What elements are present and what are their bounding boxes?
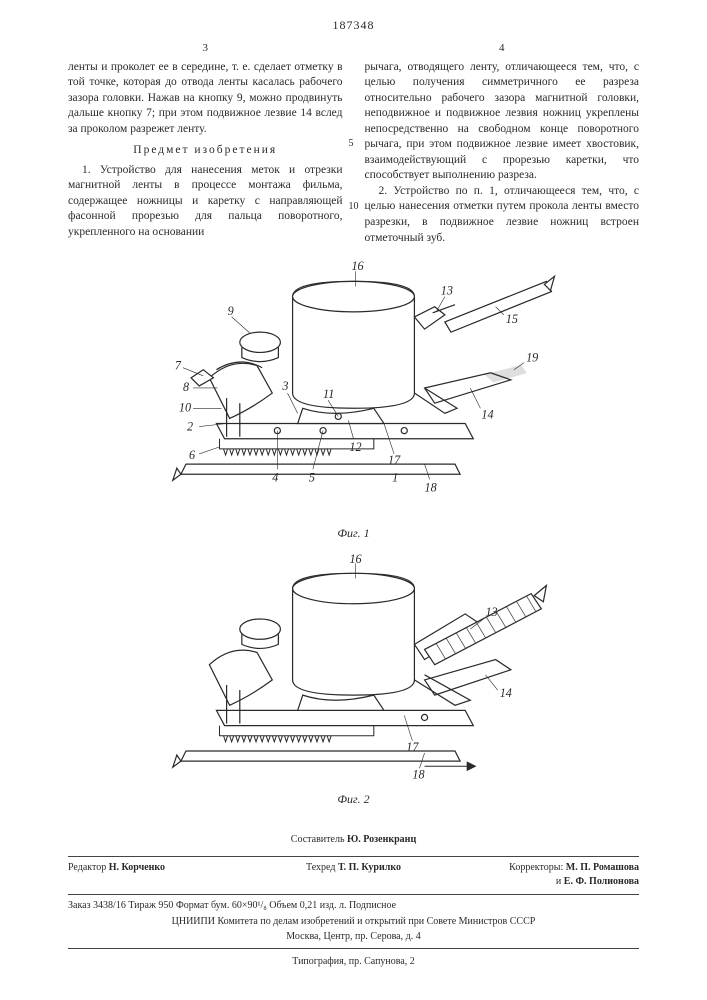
fig1-label-3: 3 <box>281 379 288 393</box>
fig1-label-10: 10 <box>179 400 191 414</box>
line-number: 5 <box>349 138 359 149</box>
fig1-label-13: 13 <box>441 284 453 298</box>
fig2-label-17: 17 <box>406 740 419 754</box>
fig1-label-19: 19 <box>526 351 538 365</box>
fig2-label-18: 18 <box>412 767 424 781</box>
fig1-label-16: 16 <box>351 259 364 273</box>
editor-block: Редактор Н. Корченко <box>68 861 258 888</box>
fig1-caption: Фиг. 1 <box>337 526 369 541</box>
subject-heading: Предмет изобретения <box>68 143 343 159</box>
compiler-label: Составитель <box>291 834 345 845</box>
tech-name: Т. П. Курилко <box>338 862 401 873</box>
imprint-line-1: Заказ 3438/16 Тираж 950 Формат бум. 60×9… <box>68 899 639 913</box>
compiler-name: Ю. Розенкранц <box>347 834 416 845</box>
imprint-line-3: Москва, Центр, пр. Серова, д. 4 <box>68 930 639 944</box>
fig1-label-1: 1 <box>392 470 398 484</box>
fig1-label-14: 14 <box>481 407 493 421</box>
fig1-label-7: 7 <box>175 359 182 373</box>
col-number-right: 4 <box>365 41 640 56</box>
col-number-left: 3 <box>68 41 343 56</box>
figure-2: 16 13 14 17 18 <box>120 553 587 787</box>
fig1-label-8: 8 <box>183 380 189 394</box>
proof-and: и <box>556 876 561 887</box>
proof-name-2: Е. Ф. Полионова <box>564 876 639 887</box>
left-column: 3 ленты и проколет ее в середине, т. е. … <box>68 41 343 246</box>
footer: Составитель Ю. Розенкранц Редактор Н. Ко… <box>68 833 639 969</box>
line-numbers: 5 10 <box>349 138 359 212</box>
editor-name: Н. Корченко <box>109 862 165 873</box>
fig2-label-13: 13 <box>485 605 497 619</box>
credits-row: Редактор Н. Корченко Техред Т. П. Курилк… <box>68 856 639 888</box>
imprint: Заказ 3438/16 Тираж 950 Формат бум. 60×9… <box>68 894 639 944</box>
left-paragraph-1: ленты и проколет ее в середине, т. е. сд… <box>68 60 343 138</box>
fig1-label-17: 17 <box>388 453 401 467</box>
fig2-label-16: 16 <box>349 553 362 566</box>
right-column: 4 рычага, отводящего ленту, отличающееся… <box>365 41 640 246</box>
tech-label: Техред <box>306 862 335 873</box>
fig1-label-12: 12 <box>349 440 361 454</box>
editor-label: Редактор <box>68 862 106 873</box>
figures-block: 9 7 8 10 2 6 4 5 16 13 15 14 19 17 12 11… <box>0 246 707 821</box>
typography-line: Типография, пр. Сапунова, 2 <box>68 955 639 969</box>
proof-label: Корректоры: <box>509 862 563 873</box>
line-number: 10 <box>349 201 359 212</box>
fig2-caption: Фиг. 2 <box>337 792 369 807</box>
tech-block: Техред Т. П. Курилко <box>258 861 448 888</box>
fig1-label-4: 4 <box>272 470 278 484</box>
fig1-label-15: 15 <box>506 312 518 326</box>
fig1-label-6: 6 <box>189 448 196 462</box>
claim-1: 1. Устройство для нанесения меток и отре… <box>68 163 343 241</box>
claim-2: 2. Устройство по п. 1, отличающееся тем,… <box>365 184 640 246</box>
proof-name-1: М. П. Ромашова <box>566 862 639 873</box>
figure-1: 9 7 8 10 2 6 4 5 16 13 15 14 19 17 12 11… <box>120 256 587 520</box>
fig1-label-18: 18 <box>425 481 437 495</box>
fig1-label-2: 2 <box>187 420 193 434</box>
fig1-label-9: 9 <box>228 304 234 318</box>
fig2-label-14: 14 <box>500 686 512 700</box>
right-paragraph-1: рычага, отводящего ленту, отличающееся т… <box>365 60 640 184</box>
fig1-label-11: 11 <box>323 387 334 401</box>
imprint-line-2: ЦНИИПИ Комитета по делам изобретений и о… <box>68 915 639 929</box>
fig1-label-5: 5 <box>309 470 315 484</box>
patent-number: 187348 <box>0 0 707 41</box>
proof-block: Корректоры: М. П. Ромашова и Е. Ф. Полио… <box>449 861 639 888</box>
